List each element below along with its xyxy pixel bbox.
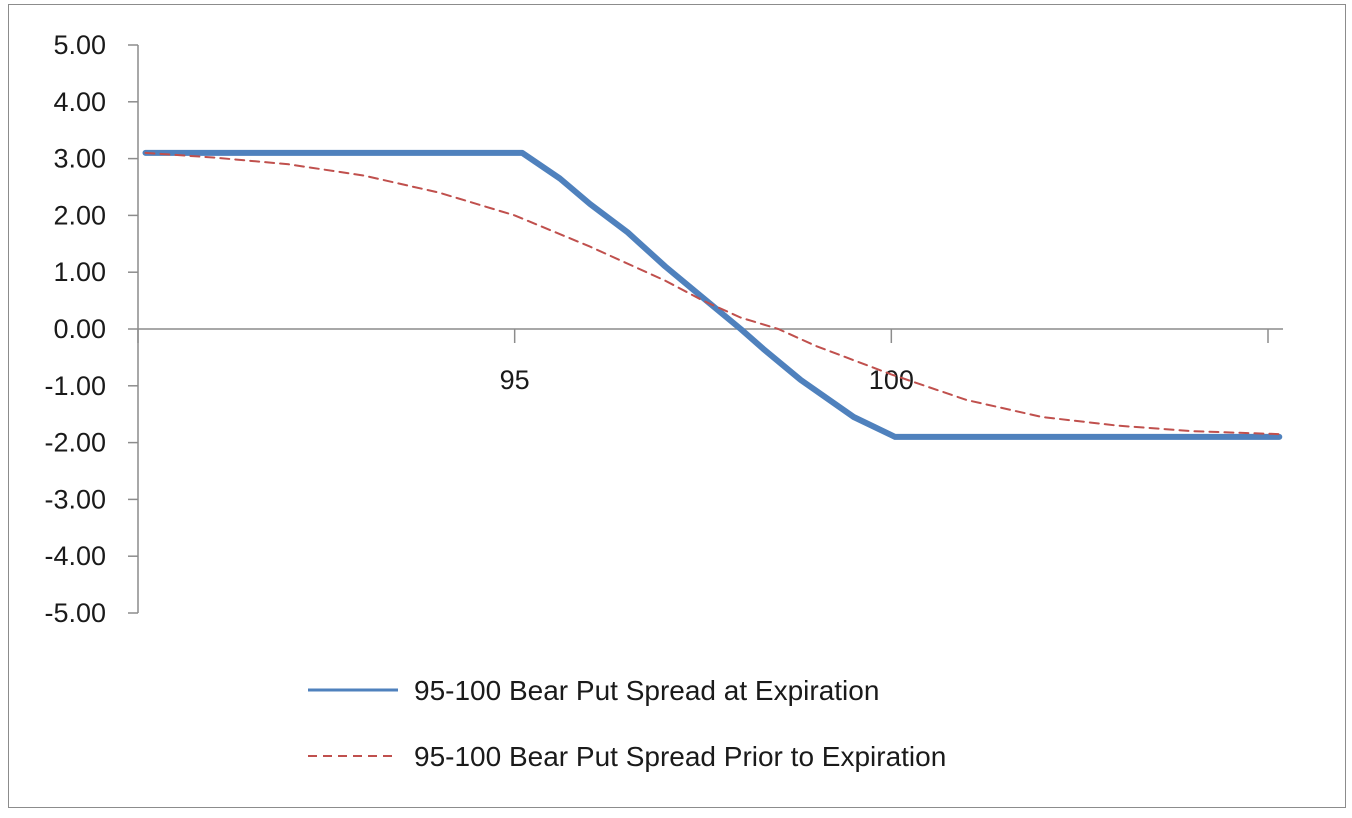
y-tick-label: 0.00 (53, 314, 106, 344)
legend: 95-100 Bear Put Spread at Expiration 95-1… (308, 675, 946, 772)
series-line-prior-to-expiration (144, 151, 1281, 436)
y-tick-label: 5.00 (53, 30, 106, 60)
y-tick-label: 2.00 (53, 200, 106, 230)
x-tick-label: 95 (500, 365, 530, 395)
chart-frame (8, 4, 1346, 808)
axes (128, 44, 1283, 614)
series-lines (142, 149, 1283, 440)
y-tick-label: 1.00 (53, 257, 106, 287)
series-line-at-expiration (142, 149, 1283, 440)
legend-label: 95-100 Bear Put Spread Prior to Expirati… (414, 741, 946, 772)
y-tick-label: 4.00 (53, 87, 106, 117)
x-tick-labels: 95 100 (500, 365, 914, 395)
y-tick-label: -2.00 (44, 428, 106, 458)
y-tick-label: 3.00 (53, 144, 106, 174)
y-tick-label: -3.00 (44, 484, 106, 514)
y-tick-label: -5.00 (44, 598, 106, 628)
y-tick-label: -1.00 (44, 371, 106, 401)
y-tick-label: -4.00 (44, 541, 106, 571)
legend-label: 95-100 Bear Put Spread at Expiration (414, 675, 879, 706)
y-tick-labels: 5.00 4.00 3.00 2.00 1.00 0.00 -1.00 -2.00 -3.00 -… (44, 30, 106, 628)
